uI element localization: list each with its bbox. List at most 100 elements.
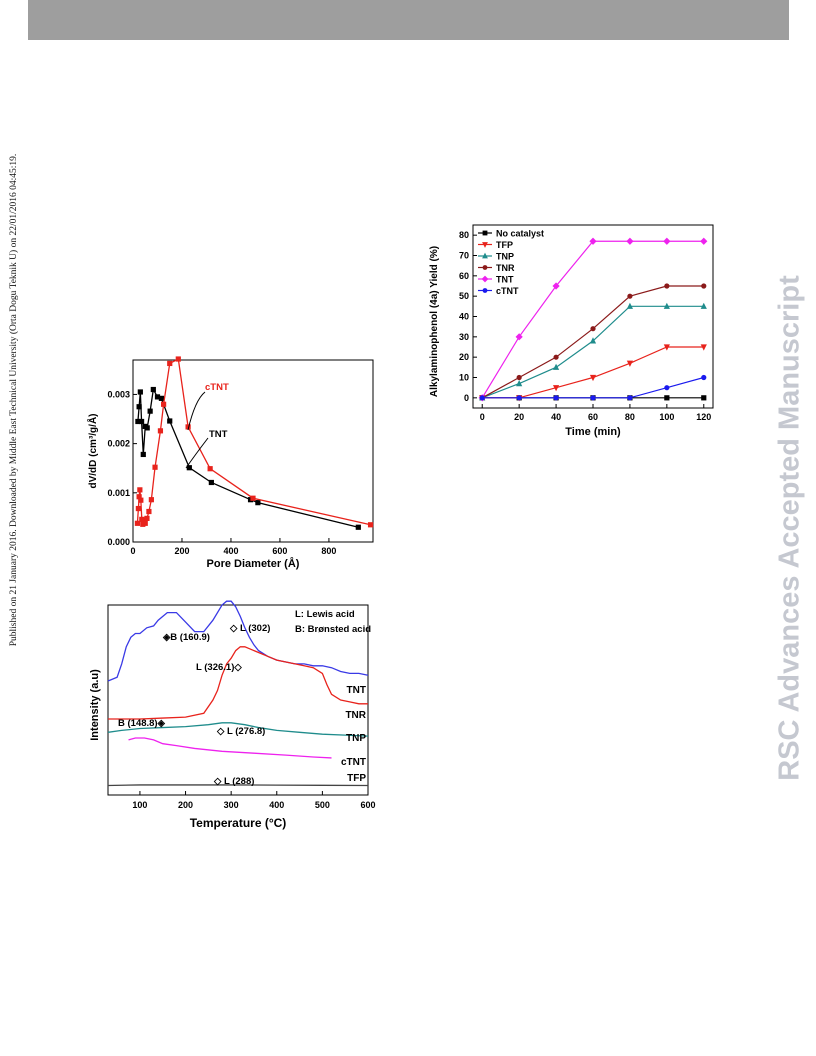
yield-point-cTNT — [479, 395, 485, 401]
tpd-xtick-label: 600 — [360, 800, 375, 810]
yield-ytick-label: 70 — [459, 251, 469, 261]
tpd-annotation: L (326.1)◇ — [196, 662, 242, 673]
tpd-series-line-TNP — [107, 722, 369, 737]
tpd-series-line-TNR — [108, 646, 368, 720]
yield-point-TNP — [552, 363, 560, 370]
pore-point-cTNT — [148, 497, 154, 503]
tpd-annotation: ◈B (160.9) — [162, 632, 210, 643]
yield-point-cTNT — [516, 395, 522, 401]
yield-legend-label: TNR — [496, 263, 515, 273]
yield-point-TNT — [700, 237, 708, 245]
pore-point-TNT — [158, 395, 165, 401]
pore-point-cTNT — [134, 520, 141, 526]
pore-point-cTNT — [207, 466, 213, 472]
tpd-series-label: TFP — [347, 773, 366, 784]
pore-xtick-label: 400 — [223, 546, 238, 556]
yield-point-cTNT — [664, 385, 670, 391]
tpd-series-line-cTNT — [128, 737, 332, 759]
tpd-xtick-label: 300 — [224, 800, 239, 810]
pore-point-cTNT — [185, 424, 191, 430]
yield-xtick-label: 80 — [625, 412, 635, 422]
tpd-series-line-TNT — [107, 600, 369, 682]
tpd-chart-frame — [107, 604, 369, 796]
tpd-legend-lewis: L: Lewis acid — [295, 609, 355, 620]
tpd-xtick-label: 500 — [315, 800, 330, 810]
yield-legend-marker — [481, 275, 489, 283]
yield-point-TNP — [663, 302, 670, 309]
yield-series-line-TNP — [482, 305, 704, 399]
pore-point-cTNT — [161, 401, 167, 407]
yield-point-TNR — [664, 283, 670, 289]
yield-xtick-label: 60 — [588, 412, 598, 422]
yield-point-cTNT — [553, 395, 559, 401]
pore-point-cTNT — [138, 497, 144, 503]
tpd-ylabel: Intensity (a.u) — [89, 669, 101, 741]
yield-point-TFP — [663, 344, 670, 351]
pore-annotation-arrow — [185, 437, 209, 469]
yield-point-cTNT — [627, 395, 633, 401]
pore-point-TNT — [186, 465, 192, 471]
tpd-series-label: TNP — [346, 733, 366, 744]
header-bar — [28, 0, 789, 40]
tpd-annotation: ◇ L (302) — [229, 623, 270, 634]
pore-point-TNT — [137, 389, 143, 395]
yield-series-line-TNT — [481, 240, 704, 399]
tpd-xtick-label: 200 — [178, 800, 193, 810]
pore-point-cTNT — [167, 360, 173, 367]
pore-point-TNT — [140, 451, 146, 458]
pore-annotation-tnt: TNT — [209, 429, 228, 440]
pore-point-TNT — [255, 500, 261, 506]
yield-ytick-label: 20 — [459, 352, 469, 362]
yield-point-TNP — [516, 380, 523, 387]
yield-legend-label: TFP — [496, 240, 513, 250]
tpd-xtick-label: 100 — [132, 800, 147, 810]
yield-ytick-label: 0 — [464, 393, 469, 403]
pore-ytick-label: 0.000 — [107, 537, 130, 547]
pore-point-cTNT — [175, 356, 181, 362]
pore-annotation-ctnt: cTNT — [205, 382, 229, 393]
pore-point-cTNT — [250, 495, 256, 501]
pore-xtick-label: 600 — [272, 546, 287, 556]
yield-xtick-label: 100 — [659, 412, 674, 422]
pore-ytick-label: 0.002 — [107, 439, 130, 449]
yield-xtick-label: 40 — [551, 412, 561, 422]
yield-point-TFP — [589, 374, 597, 382]
yield-point-TNR — [553, 354, 559, 360]
tpd-legend-bronsted: B: Brønsted acid — [295, 624, 371, 635]
yield-ytick-label: 80 — [459, 230, 469, 240]
yield-legend-marker — [482, 288, 488, 293]
tpd-annotation: ◇ L (276.8) — [216, 726, 265, 737]
yield-legend-marker — [482, 265, 488, 270]
yield-xlabel: Time (min) — [565, 426, 621, 438]
yield-legend-marker — [482, 242, 488, 248]
pore-point-TNT — [150, 386, 156, 393]
yield-point-TNT — [663, 237, 671, 245]
yield-point-cTNT — [701, 374, 707, 381]
yield-point-No catalyst — [701, 395, 707, 401]
tpd-xtick-label: 400 — [269, 800, 284, 810]
pore-series-line-TNT — [137, 387, 359, 528]
yield-point-TNR — [516, 374, 522, 381]
pore-point-TNT — [138, 418, 145, 425]
pore-point-cTNT — [141, 517, 147, 523]
yield-legend-marker — [482, 230, 488, 236]
tpd-annotation: B (148.8)◈ — [118, 718, 166, 729]
yield-xtick-label: 120 — [696, 412, 711, 422]
yield-legend-label: cTNT — [496, 286, 519, 296]
tpd-series-line-TFP — [107, 784, 369, 787]
pore-point-cTNT — [142, 520, 148, 526]
pore-point-TNT — [135, 418, 141, 425]
yield-point-TNT — [515, 333, 523, 341]
pore-point-TNT — [355, 524, 361, 530]
pore-chart-frame — [132, 359, 374, 543]
yield-point-TNP — [589, 337, 597, 344]
yield-legend-marker — [482, 252, 488, 259]
yield-ytick-label: 40 — [459, 312, 469, 322]
tpd-xlabel: Temperature (°C) — [190, 816, 287, 830]
pore-point-TNT — [147, 408, 153, 414]
yield-point-TNT — [626, 237, 634, 245]
yield-series-line-TFP — [482, 346, 704, 399]
pore-point-cTNT — [367, 522, 374, 528]
yield-ytick-label: 10 — [459, 373, 469, 383]
yield-point-TNT — [552, 282, 560, 290]
